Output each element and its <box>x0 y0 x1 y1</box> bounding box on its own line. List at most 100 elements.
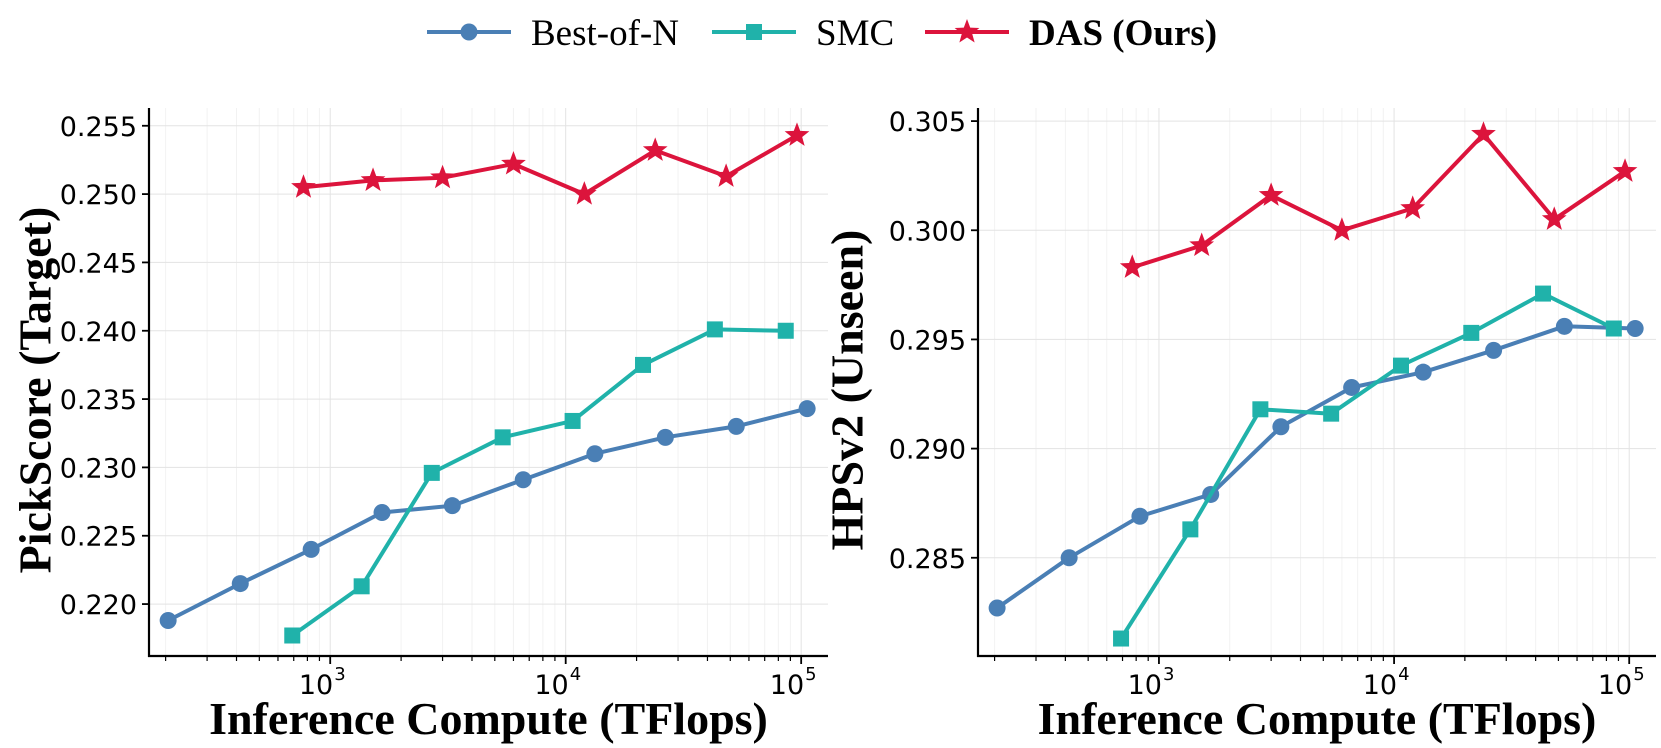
x-tick-label: 10 4 <box>534 664 581 701</box>
x-tick-base: 10 <box>1598 670 1632 701</box>
data-point-best-of-n <box>1131 507 1149 525</box>
data-point-das-ours <box>360 167 386 191</box>
data-point-das-ours <box>1119 254 1145 278</box>
chart-pickscore: 0.220 0.225 0.230 0.235 0.240 0.245 0.250 0.255… <box>10 108 828 744</box>
data-point-best-of-n <box>302 540 320 558</box>
y-tick-label: 0.250 <box>60 180 137 211</box>
data-point-best-of-n <box>514 471 532 489</box>
x-tick-base: 10 <box>299 670 333 701</box>
x-axis-title: Inference Compute (TFlops) <box>209 693 768 744</box>
legend-item-smc: SMC <box>712 13 894 54</box>
data-point-das-ours <box>1612 158 1638 182</box>
x-tick-exponent: 4 <box>1398 664 1409 685</box>
series-best-of-n <box>159 400 816 629</box>
legend-marker-square <box>746 24 762 40</box>
x-tick-label: 10 3 <box>299 664 346 701</box>
legend-label: DAS (Ours) <box>1029 13 1217 54</box>
legend-marker-circle <box>460 23 478 41</box>
data-point-smc <box>1392 357 1409 374</box>
data-point-das-ours <box>291 174 316 198</box>
data-point-best-of-n <box>1414 363 1432 381</box>
legend-label: Best-of-N <box>531 13 679 54</box>
legend-marker-star <box>954 19 980 43</box>
data-point-smc <box>1113 630 1130 647</box>
data-point-best-of-n <box>1485 341 1503 359</box>
data-point-smc <box>353 578 370 595</box>
data-point-best-of-n <box>443 497 461 515</box>
data-point-das-ours <box>713 163 739 187</box>
data-point-das-ours <box>430 164 455 189</box>
data-point-smc <box>1535 285 1552 302</box>
legend-item-best-of-n: Best-of-N <box>427 13 679 54</box>
data-point-smc <box>564 412 581 429</box>
data-point-best-of-n <box>1272 418 1290 436</box>
series-line-das-ours <box>303 133 799 197</box>
y-tick-label: 0.290 <box>889 435 966 466</box>
y-axis-title: HPSv2 (Unseen) <box>822 230 873 551</box>
data-point-das-ours <box>1329 217 1355 241</box>
data-point-das-ours <box>501 151 526 175</box>
data-point-smc <box>494 429 511 446</box>
data-point-smc <box>635 356 652 373</box>
y-tick-label: 0.255 <box>60 112 137 143</box>
y-tick-label: 0.240 <box>60 317 137 348</box>
x-tick-exponent: 5 <box>805 664 816 685</box>
data-point-best-of-n <box>656 428 674 446</box>
data-point-smc <box>1323 405 1340 422</box>
y-tick-label: 0.245 <box>60 248 137 279</box>
grid <box>978 108 1656 656</box>
series-line-best-of-n <box>995 324 1636 610</box>
y-axis-title: PickScore (Target) <box>10 207 61 574</box>
series-smc <box>284 321 794 644</box>
x-tick-base: 10 <box>534 670 568 701</box>
x-tick-exponent: 3 <box>334 664 345 685</box>
data-point-smc <box>777 322 794 339</box>
x-tick-base: 10 <box>1128 670 1162 701</box>
x-tick-label: 10 3 <box>1128 664 1175 701</box>
data-point-das-ours <box>1258 182 1284 206</box>
data-point-das-ours <box>571 181 597 205</box>
data-point-smc <box>1463 324 1480 341</box>
x-tick-exponent: 4 <box>570 664 581 685</box>
x-tick-exponent: 5 <box>1633 664 1644 685</box>
data-point-smc <box>1182 521 1199 538</box>
legend: Best-of-N SMC DAS (Ours) <box>427 13 1217 54</box>
y-tick-label: 0.230 <box>60 453 137 484</box>
data-point-smc <box>284 627 301 644</box>
data-point-das-ours <box>784 122 810 146</box>
y-tick-label: 0.235 <box>60 385 137 416</box>
legend-label: SMC <box>816 13 894 54</box>
data-point-best-of-n <box>1343 378 1361 396</box>
data-point-best-of-n <box>1060 549 1078 567</box>
x-tick-base: 10 <box>770 670 804 701</box>
data-point-smc <box>1605 320 1622 337</box>
series-line-smc <box>1119 291 1615 640</box>
data-point-best-of-n <box>727 417 745 435</box>
series-line-best-of-n <box>167 406 808 623</box>
data-point-smc <box>1252 401 1269 418</box>
series-das-ours <box>291 122 810 205</box>
series-best-of-n <box>988 317 1644 617</box>
x-tick-base: 10 <box>1363 670 1397 701</box>
data-point-das-ours <box>1400 195 1426 219</box>
x-axis-title: Inference Compute (TFlops) <box>1038 693 1597 744</box>
y-tick-label: 0.285 <box>889 544 966 575</box>
series-das-ours <box>1119 121 1638 278</box>
y-tick-label: 0.295 <box>889 325 966 356</box>
data-point-smc <box>423 464 440 481</box>
x-tick-exponent: 3 <box>1163 664 1174 685</box>
data-point-best-of-n <box>1626 320 1644 338</box>
x-tick-label: 10 5 <box>1598 664 1645 701</box>
data-point-das-ours <box>1471 121 1496 145</box>
data-point-best-of-n <box>798 400 816 418</box>
data-point-das-ours <box>1189 232 1215 257</box>
series-smc <box>1113 285 1622 647</box>
series-line-das-ours <box>1131 132 1627 270</box>
y-tick-label: 0.300 <box>889 216 966 247</box>
data-point-best-of-n <box>586 445 604 463</box>
y-tick-label: 0.225 <box>60 522 137 553</box>
grid <box>149 108 828 656</box>
data-point-best-of-n <box>1555 317 1573 335</box>
